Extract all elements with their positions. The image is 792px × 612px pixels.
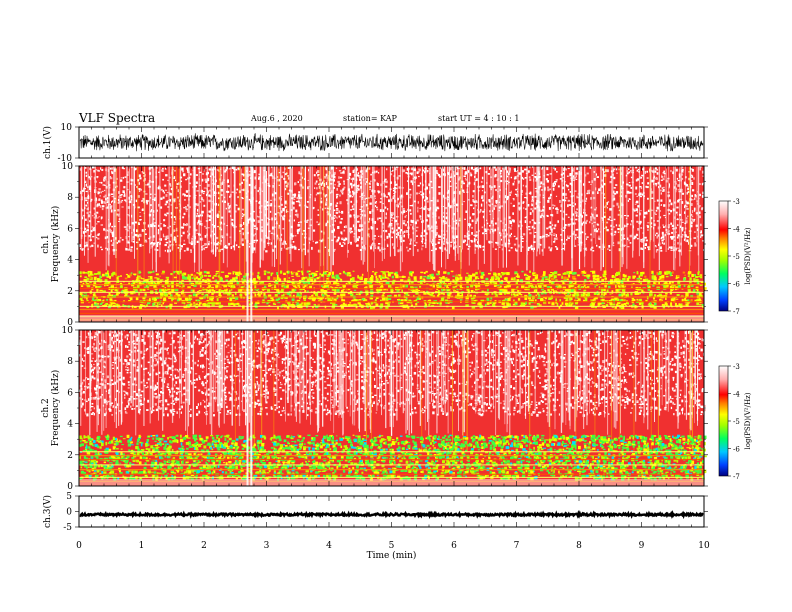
x-tick-9: 9 — [639, 541, 645, 551]
ch1-spectrogram-image — [79, 166, 707, 322]
station-label: station= KAP — [343, 114, 397, 123]
ch2-spectrogram-ytick-3: 6 — [67, 388, 73, 398]
ch3-waveform-line — [79, 510, 704, 520]
ch1-spectrogram-ytick-1: 2 — [67, 287, 73, 297]
ch1-spectrogram-ytick-3: 6 — [67, 224, 73, 234]
x-tick-7: 7 — [514, 541, 520, 551]
date-label: Aug.6 , 2020 — [251, 114, 303, 123]
ch1-waveform-line — [79, 132, 704, 152]
x-tick-0: 0 — [76, 541, 82, 551]
ch2-spectrogram-ylabel-frequency: Frequency (kHz) — [50, 370, 61, 447]
ch1-spectrogram-ylabel-frequency: Frequency (kHz) — [50, 206, 61, 283]
x-tick-2: 2 — [201, 541, 207, 551]
ch1-spectrogram-ytick-2: 4 — [67, 256, 73, 266]
ch3-waveform-ytick-1: 0 — [66, 508, 72, 518]
ch1-spectrogram-ytick-4: 8 — [67, 193, 73, 203]
ch1-spectrogram-ytick-5: 10 — [62, 162, 74, 172]
ch2-spectrogram-ytick-1: 2 — [67, 451, 73, 461]
ch1-spectrogram-ylabel-channel: ch.1 — [41, 234, 51, 253]
start-time-label: start UT = 4 : 10 : 1 — [438, 114, 520, 123]
ch2-colorbar — [718, 365, 729, 477]
ch2-colorbar-tick-1: -4 — [733, 391, 740, 399]
ch3-waveform-ylabel: ch.3(V) — [42, 495, 53, 528]
chart-title: VLF Spectra — [79, 111, 156, 125]
ch1-colorbar-tick-0: -3 — [733, 198, 740, 206]
ch2-colorbar-tick-2: -5 — [733, 418, 740, 426]
ch1-colorbar-tick-2: -5 — [733, 253, 740, 261]
x-tick-4: 4 — [326, 541, 332, 551]
ch1-waveform-ytick-1: -10 — [58, 154, 73, 164]
ch2-colorbar-tick-3: -6 — [733, 446, 740, 454]
x-tick-6: 6 — [451, 541, 457, 551]
x-tick-3: 3 — [264, 541, 270, 551]
x-tick-8: 8 — [576, 541, 582, 551]
ch2-colorbar-label: log(PSD)(V²/Hz) — [744, 392, 752, 449]
ch2-spectrogram-ylabel-channel: ch.2 — [41, 398, 51, 417]
ch2-colorbar-tick-4: -7 — [733, 473, 740, 481]
ch1-colorbar-tick-4: -7 — [733, 308, 740, 316]
x-tick-5: 5 — [389, 541, 395, 551]
ch2-spectrogram-ytick-0: 0 — [67, 482, 73, 492]
ch1-colorbar-tick-1: -4 — [733, 226, 740, 234]
ch1-waveform-ytick-0: 10 — [61, 123, 73, 133]
x-tick-1: 1 — [139, 541, 145, 551]
ch2-spectrogram-ytick-2: 4 — [67, 420, 73, 430]
ch2-spectrogram-ytick-5: 10 — [62, 326, 74, 336]
ch2-colorbar-tick-0: -3 — [733, 363, 740, 371]
x-axis-label: Time (min) — [367, 550, 417, 561]
ch1-colorbar-tick-3: -6 — [733, 281, 740, 289]
x-tick-10: 10 — [698, 541, 710, 551]
ch2-spectrogram-image — [79, 330, 707, 486]
ch1-colorbar-label: log(PSD)(V²/Hz) — [744, 227, 752, 284]
ch1-spectrogram-ytick-0: 0 — [67, 318, 73, 328]
ch1-colorbar — [718, 200, 729, 312]
ch1-waveform-ylabel: ch.1(V) — [42, 126, 53, 159]
ch2-spectrogram-ytick-4: 8 — [67, 357, 73, 367]
ch3-waveform-ytick-2: -5 — [63, 523, 72, 533]
ch3-waveform-ytick-0: 5 — [66, 492, 72, 502]
